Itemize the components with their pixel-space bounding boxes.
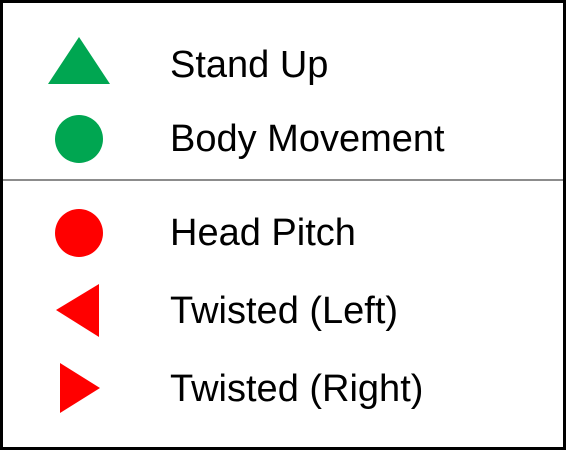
legend-label: Body Movement	[170, 118, 445, 160]
legend-label: Stand Up	[170, 44, 329, 86]
group-divider	[3, 179, 563, 181]
legend-label: Head Pitch	[170, 212, 356, 254]
legend-item-twisted-right: Twisted (Right)	[3, 359, 563, 419]
legend-item-twisted-left: Twisted (Left)	[3, 281, 563, 341]
triangle-right-icon	[43, 359, 113, 419]
circle-icon	[43, 109, 113, 169]
legend-label: Twisted (Right)	[170, 368, 424, 410]
legend-label: Twisted (Left)	[170, 290, 399, 332]
legend-item-head-pitch: Head Pitch	[3, 203, 563, 263]
circle-icon	[43, 203, 113, 263]
legend-item-body-movement: Body Movement	[3, 109, 563, 169]
triangle-up-icon	[43, 35, 113, 95]
legend-item-stand-up: Stand Up	[3, 35, 563, 95]
triangle-left-icon	[43, 281, 113, 341]
